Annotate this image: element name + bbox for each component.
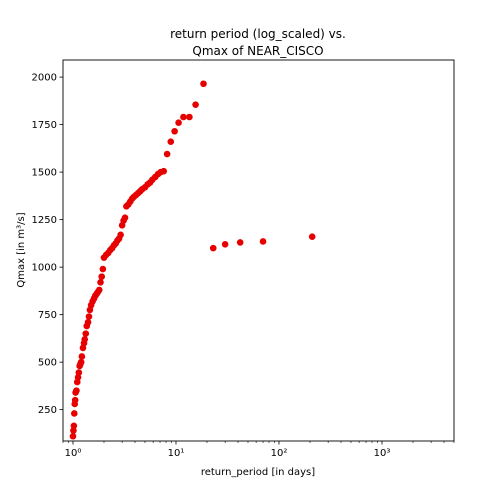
x-axis: 10⁰ 10¹ 10² 10³ (62, 441, 455, 459)
data-point (99, 265, 107, 273)
data-point (180, 113, 187, 121)
data-point (186, 113, 193, 121)
data-point (121, 214, 129, 222)
x-axis-label: return_period [in days] (201, 467, 315, 478)
data-point (98, 273, 105, 280)
y-tick-label: 500 (38, 358, 57, 369)
data-point (84, 318, 92, 326)
data-point (81, 336, 89, 343)
x-tick-label: 10⁰ (65, 448, 82, 459)
y-tick-label: 1250 (32, 215, 57, 226)
data-point (175, 119, 182, 127)
data-point (75, 369, 83, 376)
data-point (308, 233, 316, 241)
y-tick-label: 750 (38, 310, 57, 321)
y-tick-label: 1500 (32, 168, 57, 179)
chart-title-line-2: Qmax of NEAR_CISCO (192, 44, 323, 58)
data-point (236, 239, 244, 246)
x-tick-label: 10³ (374, 448, 391, 459)
data-point (259, 238, 267, 245)
x-tick-label: 10² (271, 448, 288, 459)
y-tick-label: 1750 (32, 120, 57, 131)
y-tick-label: 2000 (32, 73, 57, 84)
data-point (77, 358, 85, 366)
data-point (171, 127, 178, 135)
data-point (73, 387, 80, 394)
data-point (200, 80, 207, 88)
data-point (78, 353, 86, 360)
data-point (71, 396, 79, 404)
data-point (71, 410, 78, 417)
data-point (167, 138, 175, 146)
y-axis-label: Qmax [in m³/s] (16, 212, 27, 287)
y-tick-label: 1000 (32, 263, 57, 274)
x-tick-label: 10¹ (168, 448, 185, 459)
chart-title-line-1: return period (log_scaled) vs. (170, 27, 346, 41)
y-axis: 250 500 750 1000 1250 1500 1750 2000 (32, 73, 63, 416)
data-point (192, 101, 199, 108)
data-point (160, 167, 168, 175)
data-point (70, 427, 77, 434)
data-point (85, 313, 93, 320)
data-point (117, 231, 124, 239)
data-point (70, 422, 78, 430)
plot-frame (62, 59, 455, 442)
data-point (163, 150, 171, 158)
data-point (82, 330, 90, 337)
data-point (209, 244, 217, 252)
plot-area (69, 80, 316, 440)
data-point (95, 286, 103, 294)
data-point (221, 241, 229, 248)
y-tick-label: 250 (38, 405, 57, 416)
data-point (69, 432, 77, 440)
data-point (97, 279, 104, 286)
